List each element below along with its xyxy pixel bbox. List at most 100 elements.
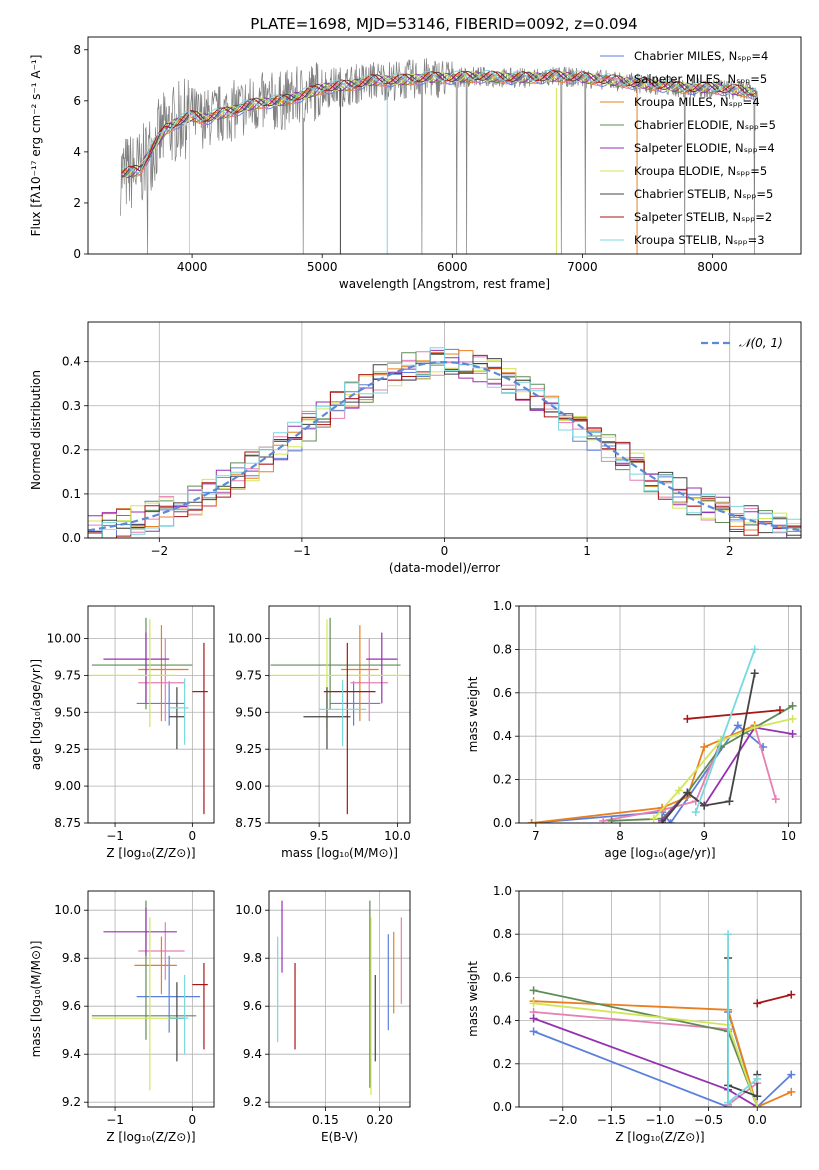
x-tick-label: −1.0 [645,1113,674,1127]
y-axis-label: Normed distribution [29,370,43,490]
axes-frame [518,605,802,824]
legend-label-chabrier_stelib: Chabrier STELIB, Nₛₚₚ=5 [634,187,773,201]
weight-marker-kroupa_stelib [724,1098,733,1107]
legend-label-kroupa_elodie: Kroupa ELODIE, Nₛₚₚ=5 [634,164,767,178]
axes-frame [87,890,215,1108]
y-tick-label: 9.25 [235,742,262,756]
y-tick-label: 1.0 [493,884,512,898]
model-line-chabrier_miles [121,73,756,180]
y-tick-label: 0.4 [493,729,512,743]
y-tick-label: 9.8 [243,951,262,965]
y-axis-label: mass weight [466,961,480,1037]
x-tick-label: 9 [700,829,708,843]
y-tick-label: 8.75 [54,816,81,830]
panel-mass-vs-z: −1 0 9.2 9.4 9.6 9.8 10.0 Z [log₁₀(Z/Z⊙)] mass [… [29,890,215,1144]
x-tick-label: 10 [781,829,796,843]
y-tick-label: 4 [73,145,81,159]
x-tick-label: 0.15 [312,1113,339,1127]
weight-marker-kroupa_stelib [753,1074,762,1083]
y-tick-label: 9.8 [62,951,81,965]
weight-marker-kroupa_stelib [691,808,700,817]
weight-marker-kroupa_elodie [788,714,797,723]
weight-marker-chabrier_miles [529,1027,538,1036]
y-tick-label: 8 [73,43,81,57]
model-line-salpeter_stelib [121,70,756,174]
y-tick-label: 9.2 [243,1095,262,1109]
x-tick-label: −1.5 [597,1113,626,1127]
weight-marker-chabrier_elodie [529,986,538,995]
weight-marker-chabrier_stelib [750,669,759,678]
y-tick-label: 10.0 [54,903,81,917]
panel-weight-vs-age: 7 8 9 10 0.0 0.2 0.4 0.6 0.8 1.0 age [log₁₀(age/yr… [466,599,802,860]
y-tick-label: 9.6 [62,999,81,1013]
y-axis-label: mass [log₁₀(M/M⊙)] [29,941,43,1058]
x-tick-label: −2 [150,544,168,558]
weight-marker-salpeter_stelib [683,714,692,723]
plot-area [277,900,402,1095]
y-tick-label: 0.6 [493,686,512,700]
y-tick-label: 9.4 [243,1047,262,1061]
y-tick-label: 0.0 [493,816,512,830]
model-line-kroupa_stelib [121,69,756,173]
weight-marker-chabrier_stelib [700,801,709,810]
weight-marker-salpeter_elodie [529,1014,538,1023]
x-tick-label: −2.0 [548,1113,577,1127]
weight-marker-chabrier_stelib [725,797,734,806]
y-tick-label: 0.8 [493,927,512,941]
weight-marker-kroupa_miles [700,743,709,752]
x-tick-label: −1 [106,1113,124,1127]
x-axis-label: (data-model)/error [389,561,500,575]
x-tick-label: 1 [583,544,591,558]
weight-line-salpeter_elodie [533,1017,758,1107]
y-tick-label: 0.2 [493,1057,512,1071]
weight-line-salpeter_miles [533,1011,758,1107]
weight-marker-kroupa_elodie [750,723,759,732]
weight-marker-chabrier_miles [733,721,742,730]
plot-area [529,930,796,1107]
y-tick-label: 10.0 [235,903,262,917]
y-tick-label: 10.00 [228,631,262,645]
y-tick-label: 9.75 [54,668,81,682]
weight-line-kroupa_stelib [694,649,756,813]
y-tick-label: 0.4 [62,355,81,369]
legend-label-kroupa_stelib: Kroupa STELIB, Nₛₚₚ=3 [634,233,765,247]
x-axis-label: Z [log₁₀(Z/Z⊙)] [615,1130,704,1144]
x-axis-label: Z [log₁₀(Z/Z⊙)] [106,1130,195,1144]
x-tick-label: 0 [189,829,197,843]
x-tick-label: 10.0 [384,829,411,843]
y-axis-label: Flux [fλ10⁻¹⁷ erg cm⁻² s⁻¹ A⁻¹] [29,55,43,237]
weight-marker-chabrier_stelib [753,1092,762,1101]
y-tick-label: 9.50 [235,705,262,719]
weight-marker-kroupa_stelib [724,930,733,939]
x-tick-label: −1 [293,544,311,558]
legend-label-kroupa_miles: Kroupa MILES, Nₛₚₚ=4 [634,95,760,109]
y-tick-label: 9.75 [235,668,262,682]
legend-label-salpeter_miles: Salpeter MILES, Nₛₚₚ=5 [634,72,767,86]
weight-marker-kroupa_miles [527,819,536,823]
y-tick-label: 0.0 [493,1100,512,1114]
legend-label-salpeter_stelib: Salpeter STELIB, Nₛₚₚ=2 [634,210,772,224]
weight-marker-chabrier_miles [666,819,675,823]
x-tick-label: 8 [616,829,624,843]
x-tick-label: 2 [726,544,734,558]
y-tick-label: 0.8 [493,642,512,656]
axes-frame [268,605,411,824]
weight-marker-salpeter_miles [771,795,780,804]
weight-line-kroupa_stelib [727,934,758,1105]
weight-marker-salpeter_stelib [787,990,796,999]
model-line-chabrier_elodie [121,72,756,178]
x-tick-label: 4000 [177,260,208,274]
y-tick-label: 9.50 [54,705,81,719]
y-tick-label: 0.1 [62,487,81,501]
model-line-salpeter_miles [121,73,756,176]
weight-marker-kroupa_elodie [753,1103,762,1107]
panel-mass-vs-ebv: 0.15 0.20 9.2 9.4 9.6 9.8 10.0 E(B-V) [235,890,411,1144]
y-tick-label: 6 [73,94,81,108]
x-tick-label: 0 [441,544,449,558]
x-tick-label: 0.0 [748,1113,767,1127]
panel-age-vs-mass: 9.5 10.0 8.75 9.00 9.25 9.50 9.75 10.00 mass [lo… [228,605,411,860]
weight-line-kroupa_miles [533,1000,792,1107]
weight-line-salpeter_stelib [687,709,781,720]
y-tick-label: 8.75 [235,816,262,830]
